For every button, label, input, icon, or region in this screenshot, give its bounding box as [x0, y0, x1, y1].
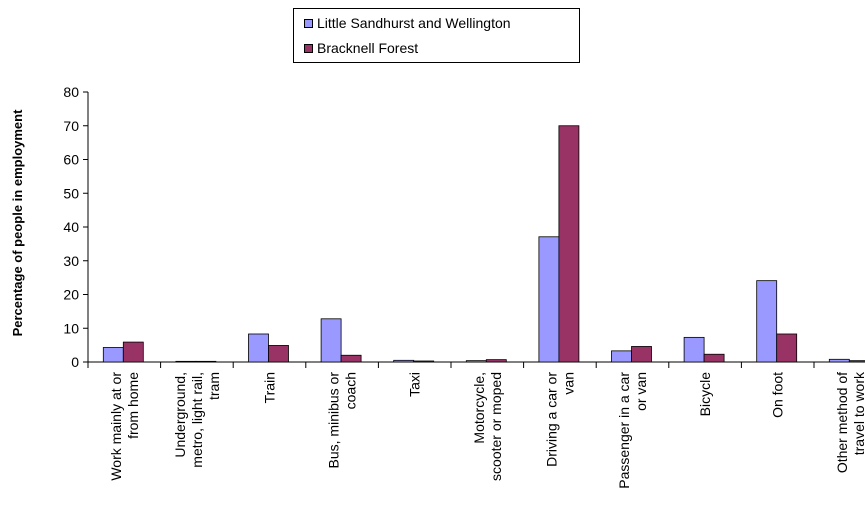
bar-series-1 — [248, 333, 269, 363]
bar-series-1 — [683, 336, 705, 363]
x-category-label-line: Work mainly at or — [108, 372, 124, 481]
x-category-label-line: scooter or moped — [488, 372, 504, 481]
x-category-label-line: Underground, — [172, 372, 188, 458]
x-category-label-line: travel to work — [851, 371, 865, 455]
x-category-label: Work mainly at orfrom home — [108, 372, 141, 481]
x-category-label-line: Train — [262, 372, 278, 403]
y-tick-label: 40 — [63, 219, 79, 235]
bar-series-2 — [195, 360, 217, 363]
legend-swatch-series-1 — [304, 18, 313, 28]
x-category-label-line: tram — [206, 372, 222, 400]
bar-series-1 — [828, 358, 850, 363]
chart-legend: Little Sandhurst and Wellington Bracknel… — [293, 8, 580, 63]
bar-series-1 — [756, 280, 778, 363]
x-category-label: Underground,metro, light rail,tram — [172, 372, 222, 468]
bar-series-1 — [102, 347, 124, 363]
x-category-label-line: Bicycle — [697, 372, 713, 417]
x-category-label-line: van — [560, 372, 576, 395]
y-axis-title: Percentage of people in employment — [10, 109, 25, 336]
legend-item-series-1: Little Sandhurst and Wellington — [304, 14, 511, 32]
y-tick-label: 50 — [63, 185, 79, 201]
bar-series-2 — [122, 341, 144, 363]
x-category-label: Train — [262, 372, 278, 403]
x-category-label-line: or van — [633, 372, 649, 411]
legend-item-series-2: Bracknell Forest — [304, 39, 418, 57]
x-category-label: Bus, minibus orcoach — [326, 372, 359, 469]
x-category-label-line: Driving a car or — [543, 372, 559, 467]
bar-series-1 — [320, 318, 342, 363]
bar-series-1 — [611, 350, 632, 363]
legend-swatch-series-2 — [304, 43, 313, 53]
x-category-label-line: Taxi — [407, 372, 423, 397]
bar-series-1 — [465, 360, 487, 363]
x-category-label-line: metro, light rail, — [189, 372, 205, 468]
bar-series-2 — [631, 346, 652, 363]
y-tick-label: 30 — [63, 253, 79, 269]
bar-series-2 — [703, 353, 725, 363]
x-category-label-line: Bus, minibus or — [326, 372, 342, 469]
x-category-label-line: coach — [343, 372, 359, 409]
bar-series-1 — [175, 360, 197, 363]
x-category-label: Bicycle — [697, 372, 713, 417]
x-category-label: Other method oftravel to work — [834, 371, 865, 473]
x-category-label-line: On foot — [770, 372, 786, 418]
y-tick-label: 70 — [63, 118, 79, 134]
bar-series-2 — [268, 345, 289, 363]
x-category-label: Driving a car orvan — [543, 372, 576, 467]
bar-series-2 — [485, 359, 507, 363]
y-tick-label: 20 — [63, 287, 79, 303]
x-category-label-line: from home — [125, 372, 141, 439]
x-category-label-line: Motorcycle, — [471, 372, 487, 444]
bar-series-2 — [340, 354, 362, 363]
y-tick-label: 0 — [71, 354, 79, 370]
legend-label-series-1: Little Sandhurst and Wellington — [317, 15, 511, 31]
bar-series-2 — [776, 333, 798, 363]
bar-series-2 — [558, 125, 580, 363]
bar-series-1 — [393, 359, 415, 363]
y-tick-label: 60 — [63, 152, 79, 168]
legend-label-series-2: Bracknell Forest — [317, 40, 419, 56]
y-tick-label: 10 — [63, 320, 79, 336]
bar-series-1 — [538, 236, 560, 363]
y-tick-label: 80 — [63, 84, 79, 100]
bar-series-2 — [848, 360, 865, 363]
x-category-label: Taxi — [407, 372, 423, 397]
x-category-label: Passenger in a caror van — [616, 372, 649, 489]
x-category-label-line: Passenger in a car — [616, 372, 632, 489]
x-category-label: On foot — [770, 372, 786, 418]
bar-series-2 — [413, 360, 435, 363]
x-category-label-line: Other method of — [834, 372, 850, 473]
x-category-label: Motorcycle,scooter or moped — [471, 372, 504, 481]
